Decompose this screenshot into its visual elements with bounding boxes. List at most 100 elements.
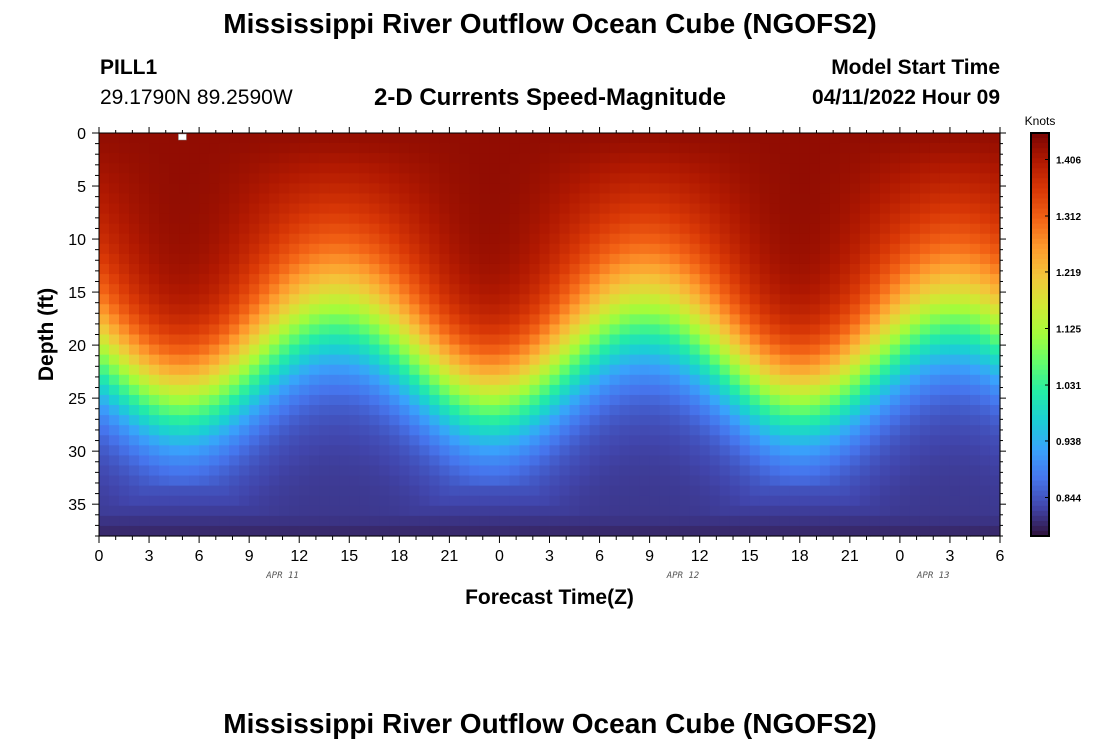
heatmap-cell xyxy=(229,233,240,245)
heatmap-cell xyxy=(499,475,511,487)
heatmap-cell xyxy=(769,374,781,386)
heatmap-cell xyxy=(269,294,280,305)
heatmap-cell xyxy=(749,263,761,275)
heatmap-cell xyxy=(599,213,611,225)
heatmap-cell xyxy=(489,304,501,315)
heatmap-cell xyxy=(299,163,310,174)
heatmap-cell xyxy=(689,374,701,386)
heatmap-cell xyxy=(169,445,180,456)
heatmap-cell xyxy=(769,253,781,265)
heatmap-cell xyxy=(279,274,290,285)
heatmap-cell xyxy=(359,294,370,305)
heatmap-cell xyxy=(679,354,691,366)
heatmap-cell xyxy=(249,405,260,416)
heatmap-cell xyxy=(529,374,541,386)
heatmap-cell xyxy=(99,223,110,235)
heatmap-cell xyxy=(289,253,300,265)
heatmap-cell xyxy=(939,183,951,195)
heatmap-cell xyxy=(449,465,460,477)
heatmap-cell xyxy=(449,374,460,386)
heatmap-cell xyxy=(699,284,711,295)
heatmap-cell xyxy=(249,253,260,265)
heatmap-cell xyxy=(719,243,731,255)
heatmap-cell xyxy=(249,284,260,295)
heatmap-cell xyxy=(139,183,150,195)
heatmap-cell xyxy=(529,384,541,396)
colorbar-segment xyxy=(1031,218,1049,225)
heatmap-cell xyxy=(679,425,691,436)
heatmap-cell xyxy=(209,243,220,255)
heatmap-cell xyxy=(469,364,481,376)
heatmap-cell xyxy=(799,324,811,336)
heatmap-cell xyxy=(189,344,200,356)
heatmap-cell xyxy=(229,153,240,164)
heatmap-cell xyxy=(289,455,300,467)
heatmap-cell xyxy=(369,465,380,477)
heatmap-cell xyxy=(849,263,861,275)
heatmap-cell xyxy=(589,143,601,154)
heatmap-cell xyxy=(839,274,851,285)
heatmap-cell xyxy=(229,505,240,517)
heatmap-cell xyxy=(799,153,811,164)
heatmap-cell xyxy=(449,274,460,285)
heatmap-cell xyxy=(309,143,320,154)
heatmap-cell xyxy=(379,274,390,285)
heatmap-cell xyxy=(849,364,861,376)
heatmap-cell xyxy=(149,294,160,305)
heatmap-cell xyxy=(229,274,240,285)
heatmap-cell xyxy=(479,314,491,326)
heatmap-cell xyxy=(619,163,631,174)
heatmap-cell xyxy=(469,183,481,195)
heatmap-cell xyxy=(809,223,821,235)
heatmap-cell xyxy=(759,384,771,396)
heatmap-cell xyxy=(939,374,951,386)
x-tick-label: 0 xyxy=(95,548,104,565)
heatmap-cell xyxy=(129,334,140,346)
heatmap-cell xyxy=(619,465,631,477)
heatmap-cell xyxy=(819,415,831,426)
heatmap-cell xyxy=(709,354,721,366)
heatmap-cell xyxy=(709,415,721,426)
heatmap-cell xyxy=(519,374,531,386)
heatmap-cell xyxy=(429,354,440,366)
position-marker xyxy=(178,133,187,141)
heatmap-cell xyxy=(659,485,671,497)
heatmap-cell xyxy=(939,324,951,336)
heatmap-cell xyxy=(259,243,270,255)
heatmap-cell xyxy=(199,495,210,507)
colorbar-segment xyxy=(1031,188,1049,195)
heatmap-cell xyxy=(119,384,130,396)
heatmap-cell xyxy=(959,515,971,527)
heatmap-cell xyxy=(989,505,1001,517)
heatmap-cell xyxy=(649,465,661,477)
colorbar-segment xyxy=(1031,384,1049,391)
heatmap-cell xyxy=(379,465,390,477)
heatmap-cell xyxy=(949,213,961,225)
heatmap-cell xyxy=(859,515,871,527)
heatmap-cell xyxy=(789,233,801,245)
heatmap-cell xyxy=(839,505,851,517)
heatmap-cell xyxy=(459,324,471,336)
heatmap-cell xyxy=(529,133,541,144)
colorbar-segment xyxy=(1031,430,1049,436)
heatmap-cell xyxy=(439,485,450,497)
heatmap-cell xyxy=(689,495,701,507)
heatmap-cell xyxy=(139,384,150,396)
heatmap-cell xyxy=(679,515,691,527)
heatmap-cell xyxy=(229,304,240,315)
heatmap-cell xyxy=(339,485,350,497)
heatmap-cell xyxy=(789,425,801,436)
heatmap-cell xyxy=(629,415,641,426)
heatmap-cell xyxy=(259,425,270,436)
heatmap-cell xyxy=(859,374,871,386)
heatmap-cell xyxy=(499,153,511,164)
heatmap-cell xyxy=(609,203,621,215)
heatmap-cell xyxy=(839,233,851,245)
heatmap-cell xyxy=(329,394,340,406)
heatmap-cell xyxy=(169,183,180,195)
heatmap-cell xyxy=(399,505,410,517)
heatmap-cell xyxy=(319,384,330,396)
heatmap-cell xyxy=(189,304,200,315)
heatmap-cell xyxy=(659,324,671,336)
heatmap-cell xyxy=(649,344,661,356)
